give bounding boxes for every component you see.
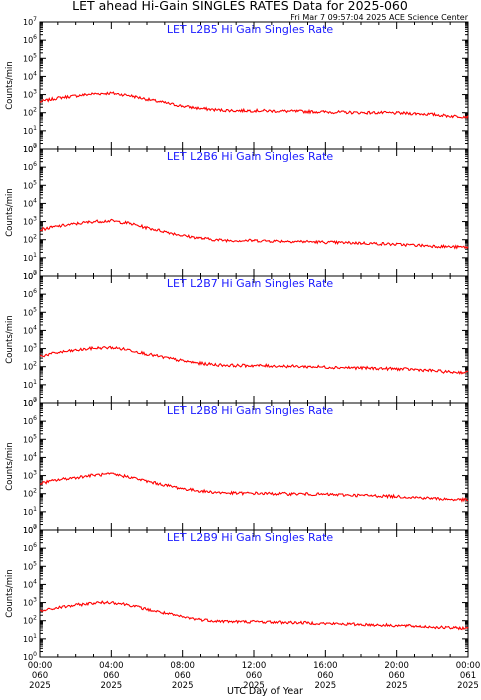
y-tick-label: 106 [23, 34, 37, 45]
panels: 100 101 102 103 104 105 106 107 Counts/min LET L2… [5, 16, 480, 691]
y-tick-label: 106 [23, 288, 37, 299]
x-tick-label: 060 [389, 671, 405, 681]
y-tick-label: 104 [23, 578, 37, 589]
panel-5: 100 101 102 103 104 105 106 107 Counts/min LET L2… [5, 524, 480, 691]
plot-frame [39, 275, 469, 404]
y-axis-label: Counts/min [5, 569, 15, 618]
y-axis-label: Counts/min [5, 188, 15, 237]
panel-3: 100 101 102 103 104 105 106 107 Counts/min LET L2… [5, 270, 469, 408]
y-tick-label: 106 [23, 161, 37, 172]
y-tick-label: 101 [23, 506, 37, 517]
series-line [39, 472, 469, 503]
plot-frame [39, 402, 469, 531]
y-tick-label: 100 [23, 397, 37, 408]
y-tick-label: 104 [23, 70, 37, 81]
y-tick-label: 102 [23, 234, 37, 245]
y-axis-label: Counts/min [5, 442, 15, 491]
x-tick-label: 12:00 [242, 661, 267, 671]
y-tick-label: 103 [23, 470, 37, 481]
y-tick-label: 103 [23, 216, 37, 227]
y-tick-label: 104 [23, 451, 37, 462]
figure-title: LET ahead Hi-Gain SINGLES RATES Data for… [72, 0, 408, 13]
x-tick-label: 060 [175, 671, 191, 681]
series-line [39, 218, 469, 250]
x-tick-label: 2025 [101, 681, 123, 691]
y-tick-label: 102 [23, 615, 37, 626]
panel-title: LET L2B6 Hi Gain Singles Rate [167, 150, 334, 163]
y-tick-label: 105 [23, 306, 37, 317]
x-tick-label: 2025 [315, 681, 337, 691]
x-tick-label: 08:00 [170, 661, 195, 671]
x-tick-label: 061 [460, 671, 476, 681]
series-line [39, 91, 469, 120]
y-tick-label: 102 [23, 361, 37, 372]
series-line [39, 345, 469, 375]
panel-title: LET L2B9 Hi Gain Singles Rate [167, 531, 334, 544]
y-tick-label: 107 [23, 397, 37, 408]
y-tick-label: 105 [23, 52, 37, 63]
y-tick-label: 105 [23, 560, 37, 571]
y-tick-label: 102 [23, 488, 37, 499]
y-tick-label: 107 [23, 143, 37, 154]
x-tick-label: 2025 [386, 681, 408, 691]
y-axis-label: Counts/min [5, 61, 15, 110]
y-tick-label: 104 [23, 197, 37, 208]
y-tick-label: 101 [23, 633, 37, 644]
x-tick-label: 060 [246, 671, 262, 681]
x-tick-label: 060 [317, 671, 333, 681]
x-tick-label: 04:00 [99, 661, 124, 671]
y-tick-label: 107 [23, 270, 37, 281]
y-tick-label: 105 [23, 433, 37, 444]
y-tick-label: 107 [23, 524, 37, 535]
x-tick-label: 2025 [243, 681, 265, 691]
x-tick-label: 16:00 [313, 661, 338, 671]
y-tick-label: 106 [23, 542, 37, 553]
y-tick-label: 103 [23, 89, 37, 100]
panel-1: 100 101 102 103 104 105 106 107 Counts/min LET L2… [5, 16, 469, 154]
x-axis-label: UTC Day of Year [227, 686, 303, 697]
panel-4: 100 101 102 103 104 105 106 107 Counts/min LET L2… [5, 397, 469, 535]
y-tick-label: 107 [23, 16, 37, 27]
plot-frame [39, 21, 469, 150]
plot-frame [39, 529, 469, 658]
y-tick-label: 100 [23, 651, 37, 662]
y-tick-label: 101 [23, 379, 37, 390]
x-tick-label: 2025 [172, 681, 194, 691]
x-tick-label: 20:00 [384, 661, 409, 671]
y-tick-label: 103 [23, 343, 37, 354]
y-tick-label: 100 [23, 143, 37, 154]
series-line [40, 600, 469, 631]
y-tick-label: 106 [23, 415, 37, 426]
y-tick-label: 102 [23, 107, 37, 118]
y-tick-label: 104 [23, 324, 37, 335]
figure-timestamp: Fri Mar 7 09:57:04 2025 ACE Science Cent… [290, 13, 468, 22]
y-tick-label: 100 [23, 270, 37, 281]
x-tick-label: 00:00 [456, 661, 481, 671]
x-tick-label: 060 [103, 671, 119, 681]
y-tick-label: 101 [23, 125, 37, 136]
y-tick-label: 103 [23, 597, 37, 608]
y-tick-label: 105 [23, 179, 37, 190]
x-tick-label: 060 [32, 671, 48, 681]
y-axis-label: Counts/min [5, 315, 15, 364]
x-tick-label: 2025 [457, 681, 479, 691]
x-tick-label: 2025 [29, 681, 51, 691]
plot-frame [39, 148, 469, 277]
panel-2: 100 101 102 103 104 105 106 107 Counts/min LET L2… [5, 143, 469, 281]
x-tick-label: 00:00 [28, 661, 53, 671]
panel-title: LET L2B5 Hi Gain Singles Rate [167, 23, 334, 36]
panel-title: LET L2B8 Hi Gain Singles Rate [167, 404, 334, 417]
panel-title: LET L2B7 Hi Gain Singles Rate [167, 277, 334, 290]
y-tick-label: 101 [23, 252, 37, 263]
y-tick-label: 100 [23, 524, 37, 535]
